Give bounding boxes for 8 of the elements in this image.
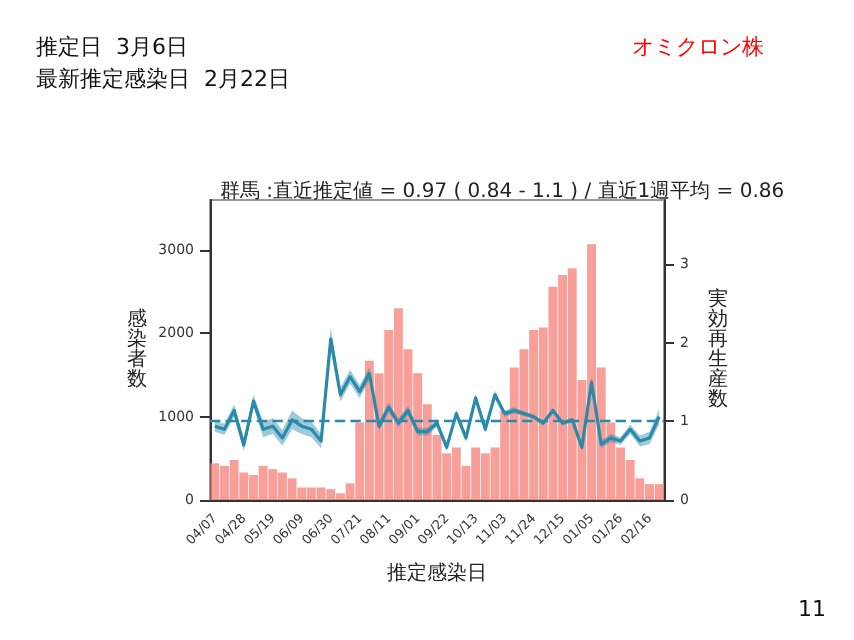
text: 11 bbox=[798, 596, 827, 622]
x-axis-title: 推定感染日 bbox=[387, 561, 487, 585]
text: オミクロン株 bbox=[632, 34, 764, 60]
y-axis-title: 感染者数 bbox=[126, 307, 147, 391]
y2-axis-title: 実効再生産数 bbox=[708, 287, 728, 411]
chart-title: 群馬 :直近推定値 = 0.97 ( 0.84 - 1.1 ) / 直近1週平均 = 0.86 bbox=[220, 179, 785, 203]
text: 最新推定感染日 2月22日 bbox=[36, 66, 290, 92]
text: 推定日 3月6日 bbox=[36, 34, 188, 60]
